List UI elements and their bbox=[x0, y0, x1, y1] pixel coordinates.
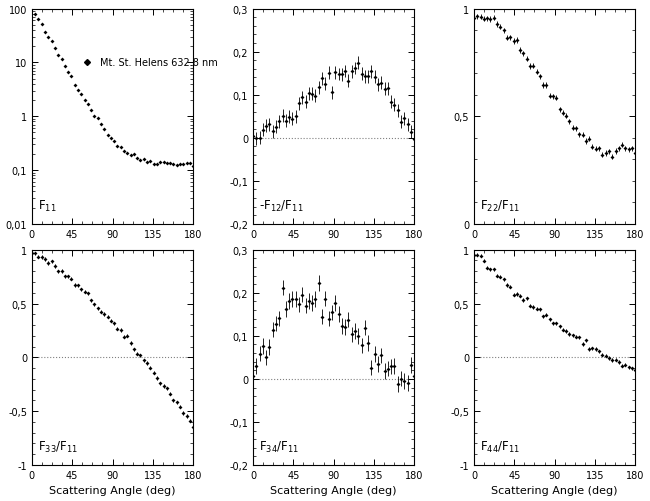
Text: F$_{34}$/F$_{11}$: F$_{34}$/F$_{11}$ bbox=[259, 439, 300, 454]
X-axis label: Scattering Angle (deg): Scattering Angle (deg) bbox=[270, 485, 397, 495]
X-axis label: Scattering Angle (deg): Scattering Angle (deg) bbox=[491, 485, 618, 495]
Text: -F$_{12}$/F$_{11}$: -F$_{12}$/F$_{11}$ bbox=[259, 198, 304, 214]
Text: F$_{33}$/F$_{11}$: F$_{33}$/F$_{11}$ bbox=[38, 439, 79, 454]
Text: F$_{44}$/F$_{11}$: F$_{44}$/F$_{11}$ bbox=[480, 439, 521, 454]
Text: F$_{22}$/F$_{11}$: F$_{22}$/F$_{11}$ bbox=[480, 198, 521, 214]
X-axis label: Scattering Angle (deg): Scattering Angle (deg) bbox=[49, 485, 176, 495]
Text: F$_{11}$: F$_{11}$ bbox=[38, 198, 57, 214]
Text: Mt. St. Helens 632.8 nm: Mt. St. Helens 632.8 nm bbox=[99, 58, 217, 68]
